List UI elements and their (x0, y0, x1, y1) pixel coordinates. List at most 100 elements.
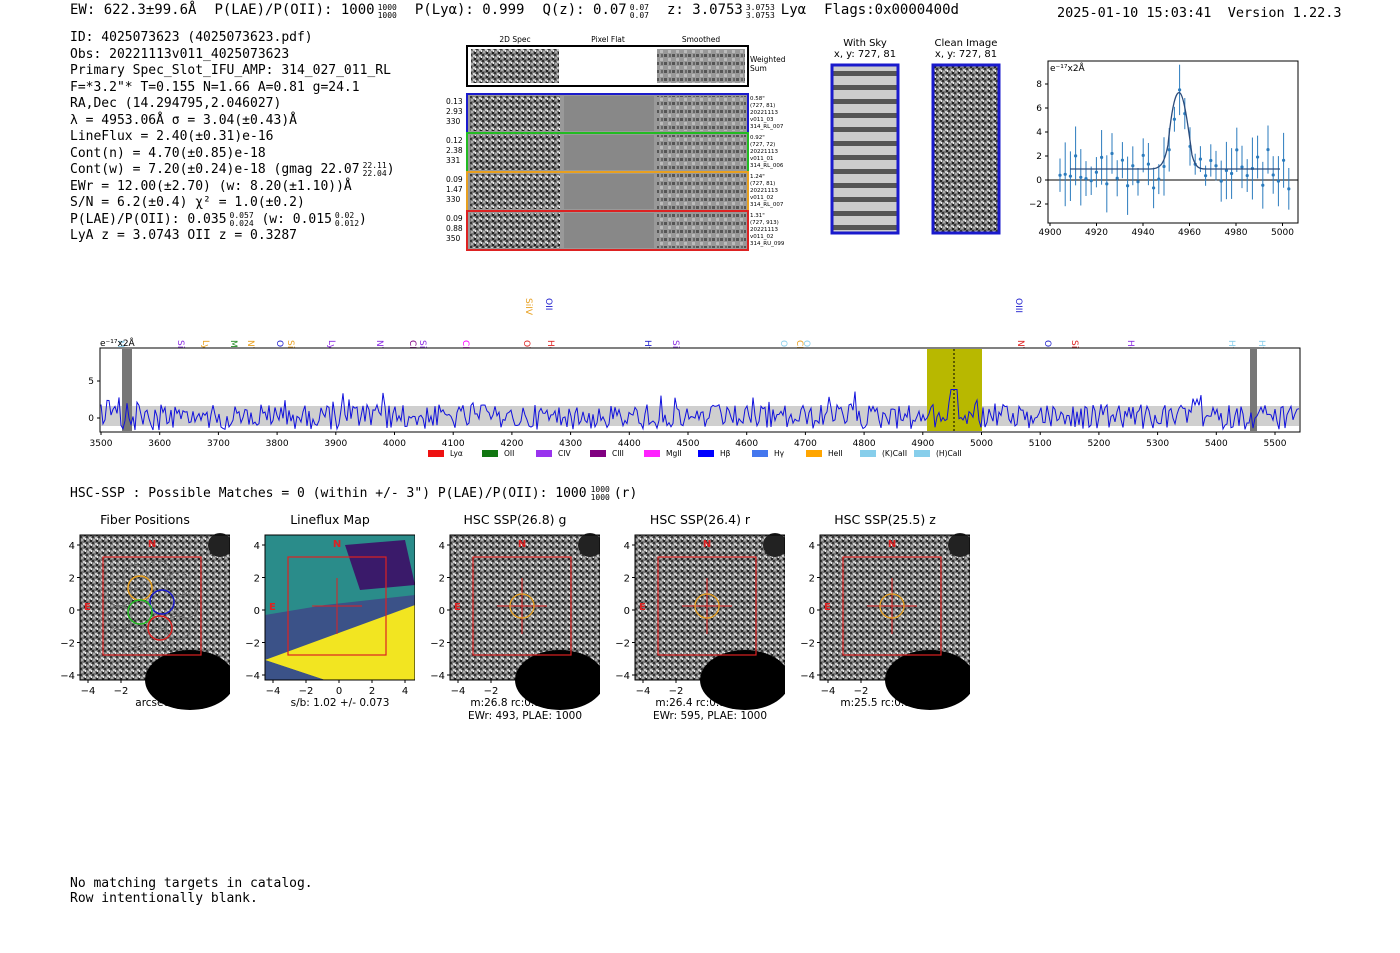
withsky-image (830, 63, 900, 235)
zoom-point-6 (1089, 179, 1093, 183)
hsc-panel-cap1-1: s/b: 1.02 +/- 0.073 (290, 697, 390, 709)
hsc-panel-image-0: N E 4 2 0 −2 −4 −4 −2 0 2 4 (60, 533, 230, 710)
qz-hi: 0.07 (629, 3, 649, 12)
spec-xtick-6: 4100 (442, 439, 465, 449)
hsc-ytick-2-0: 4 (439, 541, 445, 552)
z-lo: 3.0753 (745, 11, 775, 20)
plae2-lo: 0.024 (229, 218, 254, 228)
spec-row-3-right-4: 314_RU_099 (750, 241, 785, 247)
spec-gap-left (122, 349, 132, 431)
spec-row-1-raw (470, 135, 560, 170)
info-lambda: λ = 4953.06Å σ = 3.04(±0.43)Å (70, 112, 297, 128)
zoom-point-15 (1136, 180, 1140, 184)
spec-row-3-flat (564, 213, 654, 248)
spec-xtick-15: 5000 (970, 439, 993, 449)
zoom-point-29 (1209, 158, 1213, 163)
spec2d-panel: 2D Spec Pixel Flat Smoothed Weighted Sum… (446, 35, 786, 251)
info-lineflux: LineFlux = 2.40(±0.31)e-16 (70, 129, 274, 144)
zoom-point-8 (1100, 155, 1104, 159)
hsc-xtick-3-4: 4 (772, 686, 778, 697)
zoom-point-33 (1230, 171, 1234, 176)
hsc-xtick-4-4: 4 (957, 686, 963, 697)
spec-row-0-right-2: 20221113 (750, 110, 778, 116)
line-label-5: SiII (285, 340, 295, 354)
fiber-circle-bg-8 (165, 571, 191, 597)
hsc-aperture-4 (879, 593, 905, 619)
hsc-ytick-3-3: −2 (615, 639, 630, 650)
withsky-title: With Sky (843, 38, 887, 49)
spec-row-3-right-3: v011_02 (750, 234, 774, 240)
hsc-xtick-2-3: 2 (554, 686, 560, 697)
zoom-xtick-4: 4980 (1225, 228, 1248, 235)
detection-info: ID: 4025073623 (4025073623.pdf) Obs: 202… (70, 30, 395, 245)
plya-value: P(Lyα): 0.999 (414, 2, 525, 18)
hsc-ytick-3-2: 0 (624, 606, 630, 617)
spec-row-1-left-2: 331 (446, 156, 461, 165)
hsc-panel-cap2-3: EWr: 595, PLAE: 1000 (652, 710, 768, 722)
hsc-xtick-0-0: −4 (81, 686, 96, 697)
line-label-11: CII (460, 340, 470, 352)
plae-hi: 1000 (377, 3, 397, 12)
hsc-corner-source-3 (763, 533, 785, 557)
line-label-12: SiIV (523, 298, 533, 316)
zoom-xtick-0: 4900 (1039, 228, 1062, 235)
hsc-xtick-1-4: 4 (402, 686, 408, 697)
fiber-circle-3 (147, 615, 173, 641)
zoom-yticks: 8 6 4 2 0 −2 (1030, 80, 1048, 210)
hsc-panel-title-0: Fiber Positions (100, 512, 190, 527)
legend-swatch-8 (860, 450, 876, 457)
zoom-point-21 (1167, 148, 1171, 152)
zoom-point-5 (1084, 176, 1088, 181)
legend-label-3: CIII (612, 449, 624, 458)
legend-label-5: Hβ (720, 449, 731, 458)
zoom-point-36 (1245, 173, 1249, 178)
spec-row-1-smooth (657, 135, 746, 170)
legend-swatch-5 (698, 450, 714, 457)
zoom-point-2 (1068, 174, 1072, 178)
zoom-point-19 (1157, 177, 1161, 181)
hsc-ytick-4-2: 0 (809, 606, 815, 617)
zoom-point-30 (1214, 164, 1218, 168)
hsc-east-2: E (454, 602, 461, 613)
zoom-point-35 (1240, 165, 1244, 169)
spec-row-0-right-3: v011_03 (750, 117, 774, 123)
hsc-panel-1: Lineflux Map N E 4 2 0 −2 −4 −4 −2 0 2 4 s/b: 1.02 +/… (235, 512, 415, 727)
hsc-ytick-0-4: −4 (60, 671, 75, 682)
fiber-circle-bg-4 (107, 605, 133, 630)
spec-row-3-right-1: (727, 913) (750, 220, 779, 226)
withsky-coord: x, y: 727, 81 (833, 49, 897, 60)
hsc-ytick-0-0: 4 (69, 541, 75, 552)
spec-gap-right (1250, 349, 1257, 431)
weighted-label: Weighted (750, 55, 786, 64)
info-id: ID: 4025073623 (4025073623.pdf) (70, 30, 313, 45)
zoom-ytick-2: 4 (1036, 128, 1042, 138)
fiber-circle-bg-2 (145, 627, 171, 652)
zoom-point-31 (1219, 179, 1223, 183)
hsc-east-1: E (269, 602, 276, 613)
line-label-18: OII (778, 340, 788, 352)
hsc-corner-source-4 (948, 533, 970, 557)
hsc-panel-cap2-2: EWr: 493, PLAE: 1000 (467, 710, 583, 722)
hsc-east-0: E (84, 602, 91, 613)
spec-row-2-left-1: 1.47 (446, 185, 463, 194)
spec-row-3-right-2: 20221113 (750, 227, 778, 233)
spec-xtick-9: 4400 (618, 439, 641, 449)
legend-label-1: OII (504, 449, 514, 458)
legend-swatch-2 (536, 450, 552, 457)
zoom-line-plot: e⁻¹⁷x2Å 8 6 4 2 0 −2 4900 4920 4940 4960 4980 5000 (1030, 60, 1299, 235)
hsc-ytick-3-0: 4 (624, 541, 630, 552)
zoom-point-13 (1126, 184, 1130, 188)
hsc-north-1: N (333, 539, 341, 550)
hsc-ytick-2-3: −2 (430, 639, 445, 650)
fiber-circle-bg-5 (107, 582, 133, 607)
hsc-north-4: N (888, 539, 896, 550)
hsc-xtick-1-1: −2 (299, 686, 314, 697)
hsc-panel-title-1: Lineflux Map (290, 512, 370, 527)
hsc-xtick-0-4: 4 (217, 686, 223, 697)
zoom-point-27 (1198, 157, 1202, 161)
hsc-box-2 (472, 556, 572, 656)
zoom-ytick-3: 2 (1036, 152, 1042, 162)
spec2d-col-label-0: 2D Spec (499, 35, 530, 44)
line-label-6: OII (274, 340, 284, 352)
spec-row-0-right-4: 314_RL_007 (750, 124, 784, 130)
